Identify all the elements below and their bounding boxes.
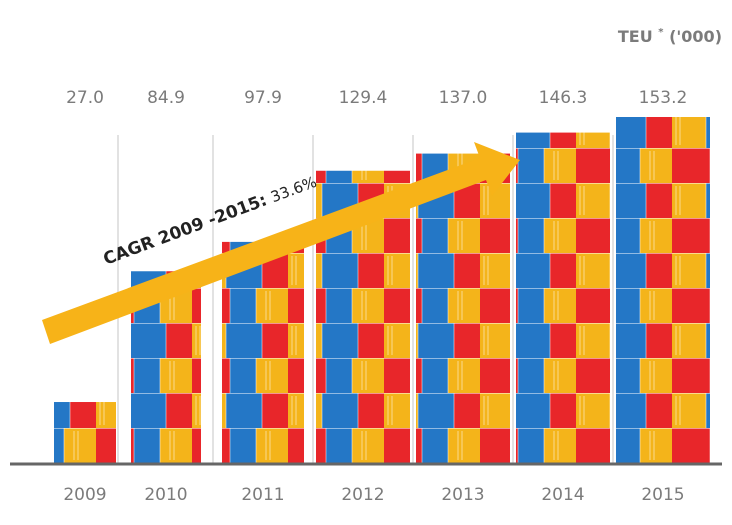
bar xyxy=(54,402,116,463)
cagr-value: 33.6% xyxy=(268,173,319,207)
bar xyxy=(416,153,510,463)
value-label: 137.0 xyxy=(439,88,488,108)
bars xyxy=(54,117,710,463)
value-label: 129.4 xyxy=(339,88,388,108)
value-label: 27.0 xyxy=(66,88,104,108)
x-tick-label: 2009 xyxy=(63,485,106,505)
x-tick-label: 2012 xyxy=(341,485,384,505)
unit-label: TEU * ('000) xyxy=(618,20,722,46)
unit: TEU xyxy=(618,27,653,46)
x-tick-label: 2011 xyxy=(241,485,284,505)
x-tick-label: 2015 xyxy=(641,485,684,505)
value-label: 97.9 xyxy=(244,88,282,108)
value-label: 153.2 xyxy=(639,88,688,108)
bar xyxy=(616,117,710,463)
x-tick-label: 2014 xyxy=(541,485,584,505)
bar xyxy=(222,241,304,463)
footnote-mark: * xyxy=(658,27,664,38)
bar xyxy=(516,132,610,463)
growth-arrow xyxy=(42,142,520,344)
x-tick-label: 2013 xyxy=(441,485,484,505)
x-tick-label: 2010 xyxy=(144,485,187,505)
value-label: 84.9 xyxy=(147,88,185,108)
unit-scale: ('000) xyxy=(669,27,722,46)
value-label: 146.3 xyxy=(539,88,588,108)
